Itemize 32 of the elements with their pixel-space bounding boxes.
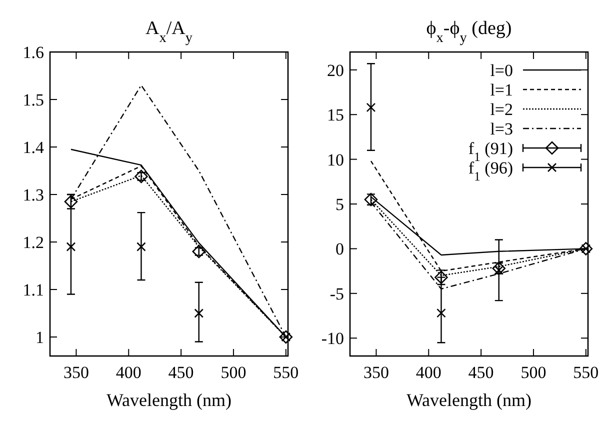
legend-label: l=3 xyxy=(490,120,513,138)
x-tick-label: 550 xyxy=(273,363,299,382)
y-tick-label: 1.1 xyxy=(22,280,44,300)
y-tick-label: 1.6 xyxy=(22,43,44,62)
x-tick-label: 500 xyxy=(520,363,546,382)
y-tick-label: 0 xyxy=(336,240,344,259)
chart-title: ϕ$_{x}$-ϕ$_{y}$ (deg) xyxy=(426,18,512,46)
x-tick-label: 350 xyxy=(63,363,89,382)
x-tick-label: 350 xyxy=(363,363,389,382)
x-axis-title: Wavelength (nm) xyxy=(106,390,232,410)
y-tick-label: 5 xyxy=(336,195,344,214)
y-tick-label: 10 xyxy=(327,150,344,170)
x-tick-label: 400 xyxy=(416,363,442,382)
legend-label: l=0 xyxy=(490,61,513,80)
legend-label: l=1 xyxy=(490,80,513,100)
y-tick-label: 20 xyxy=(327,60,344,80)
y-tick-label: -10 xyxy=(321,329,344,348)
chart-title: A$_{x}$/A$_{y}$ xyxy=(146,18,194,46)
x-tick-label: 450 xyxy=(168,363,194,382)
y-tick-label: 15 xyxy=(327,106,344,125)
x-tick-label: 450 xyxy=(468,363,494,382)
y-tick-label: 1.5 xyxy=(22,90,44,110)
x-tick-label: 500 xyxy=(220,363,246,382)
legend-label: l=2 xyxy=(490,100,513,119)
x-tick-label: 400 xyxy=(116,363,142,382)
y-tick-label: 1 xyxy=(36,328,44,347)
y-tick-label: 1.2 xyxy=(22,233,44,252)
y-tick-label: 1.4 xyxy=(22,138,44,157)
x-tick-label: 550 xyxy=(573,363,599,382)
x-axis-title: Wavelength (nm) xyxy=(406,390,532,410)
y-tick-label: 1.3 xyxy=(22,186,44,204)
y-tick-label: -5 xyxy=(330,284,344,304)
